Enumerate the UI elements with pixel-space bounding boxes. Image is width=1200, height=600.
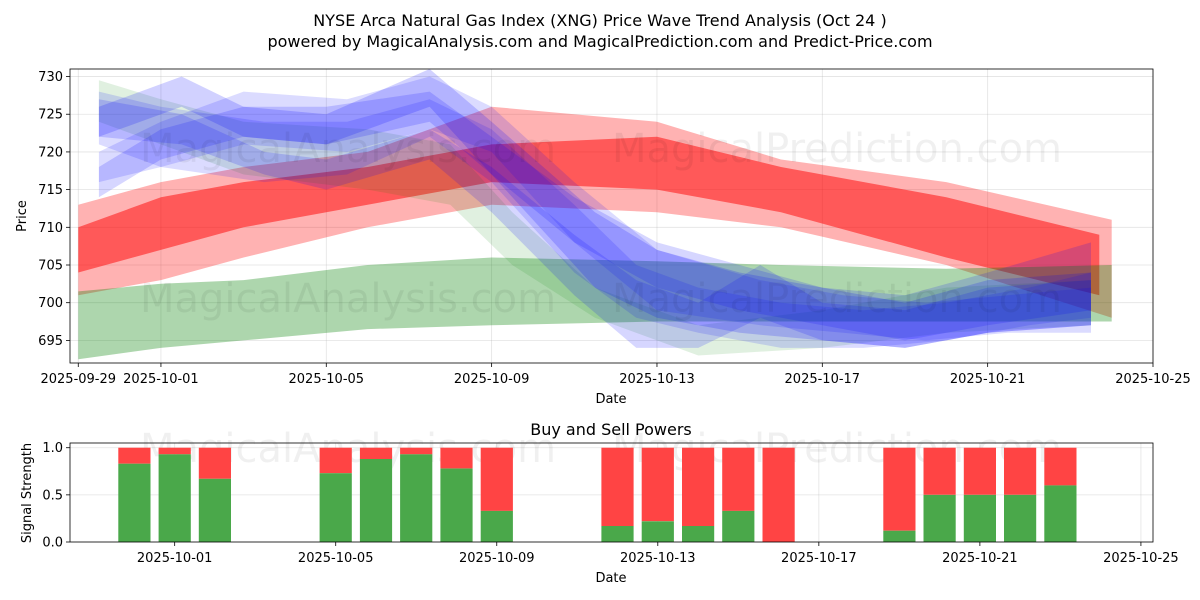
sell-power-bar	[641, 447, 674, 522]
wave-band-red-1	[78, 106, 1112, 318]
sell-power-bar	[682, 447, 715, 526]
signal-x-tick-label: 2025-10-21	[942, 551, 1018, 566]
price-y-tick-label: 720	[38, 145, 63, 160]
sell-power-bar	[601, 447, 634, 526]
watermark-prediction-2: MagicalPrediction.com	[612, 276, 1062, 322]
signal-x-tick-label: 2025-10-05	[298, 551, 374, 566]
wave-band-blue-8	[98, 91, 1091, 348]
buy-power-bar	[883, 530, 916, 542]
buy-power-bar	[682, 526, 715, 542]
wave-band-green-4	[98, 80, 1091, 356]
signal-y-label: Signal Strength	[20, 443, 35, 543]
price-x-tick-label: 2025-10-01	[123, 372, 199, 387]
signal-y-tick-label: 1.0	[42, 441, 63, 456]
sell-power-bar	[198, 447, 231, 479]
signal-x-tick-label: 2025-10-09	[459, 551, 535, 566]
price-x-tick-label: 2025-10-13	[619, 372, 695, 387]
buy-power-bar	[480, 510, 513, 542]
wave-band-blue-9	[98, 76, 1091, 341]
price-axes-frame	[69, 68, 1154, 364]
sell-power-bar	[923, 447, 956, 495]
sell-power-bar	[480, 447, 513, 511]
buy-power-bar	[198, 478, 231, 542]
wave-bands	[78, 69, 1112, 360]
signal-x-tick-label: 2025-10-17	[781, 551, 857, 566]
buy-power-bar	[722, 510, 755, 542]
price-y-tick-label: 730	[38, 70, 63, 85]
signal-panel: Buy and Sell Powers MagicalAnalysis.com …	[20, 420, 1179, 586]
buy-power-bar	[641, 521, 674, 542]
signal-y-tick-label: 0.5	[42, 488, 63, 503]
price-y-tick-label: 695	[38, 334, 63, 349]
price-x-label: Date	[595, 392, 626, 407]
signal-x-tick-label: 2025-10-13	[620, 551, 696, 566]
sell-power-bar	[440, 447, 473, 469]
sell-power-bar	[359, 447, 393, 459]
signal-x-tick-label: 2025-10-25	[1103, 551, 1179, 566]
buy-power-bar	[963, 494, 996, 542]
sell-power-bar	[319, 447, 352, 474]
sell-power-bar	[722, 447, 755, 511]
buy-power-bar	[118, 463, 151, 542]
price-x-tick-label: 2025-10-21	[950, 372, 1026, 387]
sell-power-bar	[118, 447, 151, 464]
price-y-tick-label: 705	[38, 259, 63, 274]
signal-bars	[118, 447, 1077, 542]
sell-power-bar	[158, 447, 191, 455]
buy-power-bar	[923, 494, 956, 542]
price-x-tick-label: 2025-10-17	[785, 372, 861, 387]
buy-power-bar	[1044, 485, 1077, 542]
chart-subtitle: powered by MagicalAnalysis.com and Magic…	[267, 32, 932, 51]
sell-power-bar	[1044, 447, 1077, 486]
price-y-tick-label: 715	[38, 183, 63, 198]
buy-power-bar	[440, 468, 473, 542]
price-x-tick-label: 2025-10-05	[289, 372, 365, 387]
price-y-label: Price	[15, 200, 30, 232]
sell-power-bar	[963, 447, 996, 495]
price-y-tick-label: 700	[38, 296, 63, 311]
price-x-tick-label: 2025-10-09	[454, 372, 530, 387]
wave-band-blue-7	[98, 91, 1091, 341]
wave-band-red-2	[78, 136, 1100, 296]
signal-x-label: Date	[595, 571, 626, 586]
signal-y-tick-label: 0.0	[42, 536, 63, 551]
price-x-tick-label: 2025-10-25	[1115, 372, 1191, 387]
signal-axes-frame	[69, 442, 1154, 543]
chart-title: NYSE Arca Natural Gas Index (XNG) Price …	[313, 11, 886, 30]
wave-band-green-3	[78, 257, 1112, 360]
sell-power-bar	[762, 447, 795, 542]
price-y-tick-label: 725	[38, 108, 63, 123]
buy-power-bar	[601, 526, 634, 542]
sell-power-bar	[400, 447, 433, 455]
buy-power-bar	[400, 454, 433, 542]
signal-x-tick-label: 2025-10-01	[137, 551, 213, 566]
watermark-analysis-1: MagicalAnalysis.com	[140, 126, 556, 172]
buy-power-bar	[359, 459, 393, 542]
buy-power-bar	[319, 473, 352, 542]
wave-band-blue-5	[98, 69, 1091, 348]
watermark-analysis-2: MagicalAnalysis.com	[140, 276, 556, 322]
wave-band-blue-6	[98, 99, 1091, 348]
signal-title: Buy and Sell Powers	[530, 420, 692, 439]
price-panel: MagicalAnalysis.com MagicalPrediction.co…	[15, 68, 1191, 407]
price-y-tick-label: 710	[38, 221, 63, 236]
buy-power-bar	[158, 454, 191, 542]
watermark-prediction-1: MagicalPrediction.com	[612, 126, 1062, 172]
buy-power-bar	[1004, 494, 1037, 542]
sell-power-bar	[1004, 447, 1037, 495]
price-x-tick-label: 2025-09-29	[40, 372, 116, 387]
sell-power-bar	[883, 447, 916, 531]
